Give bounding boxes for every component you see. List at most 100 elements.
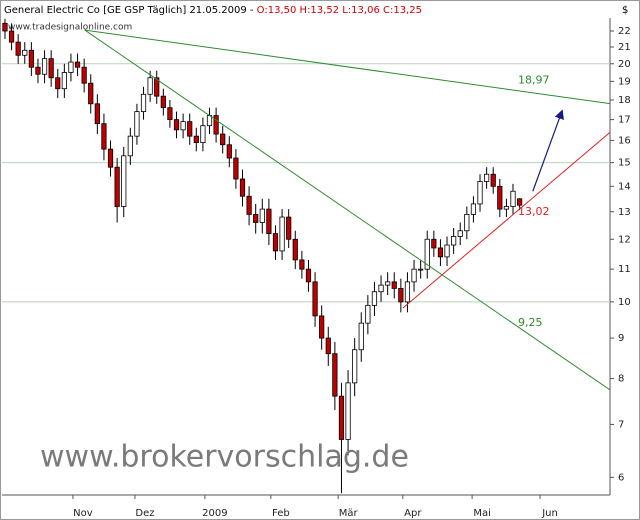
x-tick-label: Feb <box>272 508 290 519</box>
x-tick-label: Apr <box>404 508 422 519</box>
y-tick-label: 12 <box>618 234 631 245</box>
candle-body <box>325 337 331 355</box>
candle-body <box>74 61 81 68</box>
candle-body <box>61 72 67 90</box>
candle-body <box>259 208 265 223</box>
candle-body <box>286 216 292 240</box>
candle-body <box>226 144 232 159</box>
y-tick-label: 16 <box>618 135 631 146</box>
candle-body <box>147 77 153 95</box>
arrow <box>532 109 564 192</box>
candle-body <box>246 195 252 215</box>
candle-body <box>180 121 186 131</box>
candle-body <box>114 166 120 207</box>
y-tick-label: 19 <box>618 76 631 87</box>
candle-body <box>490 173 496 187</box>
candle-body <box>431 238 437 249</box>
y-tick-label: 21 <box>618 42 631 53</box>
candle-body <box>451 236 457 246</box>
candle-body <box>88 82 94 105</box>
y-tick-label: 14 <box>618 181 631 192</box>
y-tick-label: 11 <box>618 264 631 275</box>
source: www.tradesignalonline.com <box>8 23 132 33</box>
candle-body <box>107 148 114 168</box>
candle-body <box>385 281 391 286</box>
candle-body <box>437 247 444 258</box>
candle-body <box>444 244 450 258</box>
candle-body <box>484 173 490 182</box>
candle-body <box>345 382 351 440</box>
candle-body <box>279 216 285 252</box>
x-tick-label: Jun <box>541 508 558 519</box>
candle-body <box>391 281 397 289</box>
candle-body <box>8 30 15 43</box>
candle-body <box>464 214 470 232</box>
y-tick-label: 6 <box>618 472 624 483</box>
candle-body <box>510 190 516 207</box>
candle-body <box>266 208 272 234</box>
candle-body <box>233 157 239 180</box>
x-tick-label: Nov <box>73 508 93 519</box>
chart-title: General Electric Co [GE GSP Täglich] 21.… <box>4 5 422 16</box>
candle-body <box>517 198 523 206</box>
candle-body <box>81 66 87 84</box>
trend-label: 13,02 <box>518 205 550 218</box>
y-tick-label: 15 <box>618 158 631 169</box>
candle-body <box>15 41 21 56</box>
candle-body <box>338 395 345 440</box>
title-text: General Electric Co [GE GSP Täglich] 21.… <box>4 5 257 16</box>
candle-body <box>239 178 246 197</box>
y-tick-label: 18 <box>618 95 631 106</box>
candle-body <box>48 58 54 79</box>
candle-body <box>305 268 312 283</box>
currency: $ <box>622 5 628 16</box>
candle-body <box>358 322 364 351</box>
candle-body <box>213 115 219 135</box>
y-tick-label: 7 <box>618 419 624 430</box>
candle-body <box>140 93 147 113</box>
candle-body <box>457 230 463 237</box>
watermark: www.brokervorschlag.de <box>40 440 409 475</box>
candle-body <box>332 353 338 397</box>
candle-body <box>299 259 305 270</box>
candle-body <box>101 123 107 150</box>
y-tick-label: 20 <box>618 59 631 70</box>
x-tick-label: Dez <box>135 508 154 519</box>
candle-body <box>497 185 503 210</box>
candle-body <box>167 107 173 120</box>
y-tick-label: 17 <box>618 115 631 126</box>
candle-body <box>41 58 48 75</box>
candle-body <box>312 281 318 317</box>
candle-body <box>154 77 160 97</box>
candle-body <box>404 281 411 303</box>
candle-body <box>160 95 166 109</box>
candle-body <box>424 238 430 270</box>
candle-body <box>193 135 199 143</box>
candle-body <box>220 133 226 146</box>
trend-label: 18,97 <box>518 73 550 86</box>
x-tick-label: Mai <box>473 508 491 519</box>
candle-body <box>352 349 358 384</box>
trend-line <box>402 131 611 309</box>
trend-line <box>84 29 611 105</box>
candle-body <box>470 203 477 215</box>
candle-body <box>68 61 74 73</box>
y-tick-label: 9 <box>618 333 624 344</box>
candle-body <box>187 121 193 137</box>
candle-body <box>94 103 100 125</box>
candle-body <box>127 135 133 157</box>
candle-body <box>418 268 424 271</box>
x-tick-label: Mär <box>339 508 359 519</box>
candle-body <box>253 214 259 223</box>
candle-body <box>22 49 28 56</box>
candle-body <box>28 49 34 68</box>
candle-body <box>477 181 483 205</box>
candle-body <box>2 22 8 32</box>
candle-body <box>292 238 298 261</box>
candle-body <box>411 268 417 283</box>
candle-body <box>121 155 127 207</box>
y-tick-label: 8 <box>618 374 624 385</box>
candle-body <box>398 288 404 303</box>
